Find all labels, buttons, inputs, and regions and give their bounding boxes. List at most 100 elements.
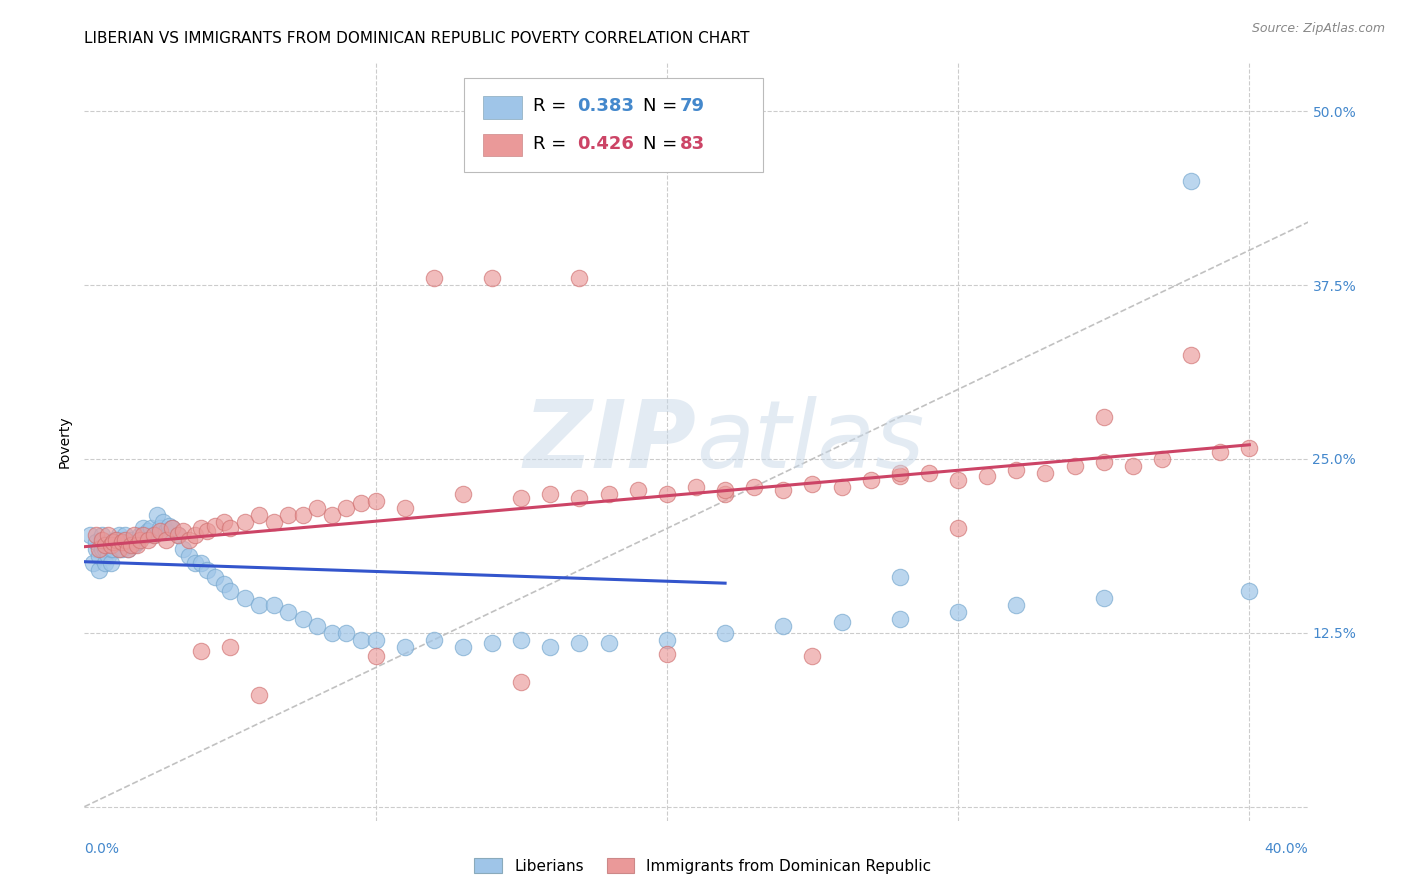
Point [190,521,212,535]
Point [918,466,941,480]
Point [350,496,373,510]
Point [772,619,794,633]
Point [195,563,218,577]
Point [1092,410,1115,425]
Point [394,500,416,515]
Point [93,542,115,557]
Point [1180,174,1202,188]
Point [84,535,107,549]
Point [122,538,145,552]
Point [190,644,212,658]
Point [97,535,120,549]
Point [1209,445,1232,459]
Point [131,521,153,535]
Point [120,533,142,547]
Point [128,533,150,547]
Point [160,521,183,535]
Point [568,271,591,285]
Point [742,480,765,494]
Point [1005,463,1028,477]
Point [114,528,136,542]
Point [1035,466,1057,480]
Point [108,542,131,557]
Point [946,521,969,535]
Text: R =: R = [533,135,572,153]
Point [111,533,134,547]
Point [152,515,174,529]
Point [125,538,148,552]
Point [149,524,172,539]
Point [90,542,112,557]
Point [451,640,474,654]
Point [100,542,122,557]
Point [195,524,218,539]
Point [772,483,794,497]
FancyBboxPatch shape [484,134,522,156]
Point [103,535,125,549]
Point [143,528,166,542]
Point [247,598,270,612]
Point [568,491,591,505]
Point [976,468,998,483]
Text: 0.0%: 0.0% [84,842,120,855]
Point [451,486,474,500]
Point [247,508,270,522]
Point [105,538,128,552]
Point [364,632,387,647]
Point [84,528,107,542]
Point [538,640,561,654]
Point [87,563,110,577]
Point [364,649,387,664]
Point [277,508,299,522]
Point [79,528,101,542]
Point [831,480,853,494]
Point [1239,441,1261,455]
Point [204,570,226,584]
Point [219,584,242,599]
Point [149,521,172,535]
Point [801,649,824,664]
Point [135,528,157,542]
Point [143,528,166,542]
Point [335,625,357,640]
Point [233,515,256,529]
Point [105,533,128,547]
Point [114,538,136,552]
Point [122,528,145,542]
Text: 79: 79 [681,96,704,115]
Point [859,473,882,487]
FancyBboxPatch shape [484,95,522,119]
Point [166,528,188,542]
Text: R =: R = [533,96,572,115]
Point [212,577,235,591]
Point [307,619,329,633]
Point [84,542,107,557]
Point [291,612,314,626]
Point [100,538,122,552]
Text: N =: N = [644,96,683,115]
Point [714,486,737,500]
Point [538,486,561,500]
Point [204,518,226,533]
Point [889,612,911,626]
Point [219,521,242,535]
Point [103,535,125,549]
Point [889,466,911,480]
Point [1150,451,1173,466]
Point [219,640,242,654]
Point [598,486,620,500]
Point [87,549,110,564]
Point [111,535,134,549]
Text: 40.0%: 40.0% [1264,842,1308,855]
Point [481,635,503,649]
Point [946,605,969,619]
Point [1239,584,1261,599]
Text: N =: N = [644,135,683,153]
Point [946,473,969,487]
Point [179,533,201,547]
Point [1180,348,1202,362]
Point [131,528,153,542]
Point [172,524,194,539]
Point [307,500,329,515]
Point [146,508,169,522]
